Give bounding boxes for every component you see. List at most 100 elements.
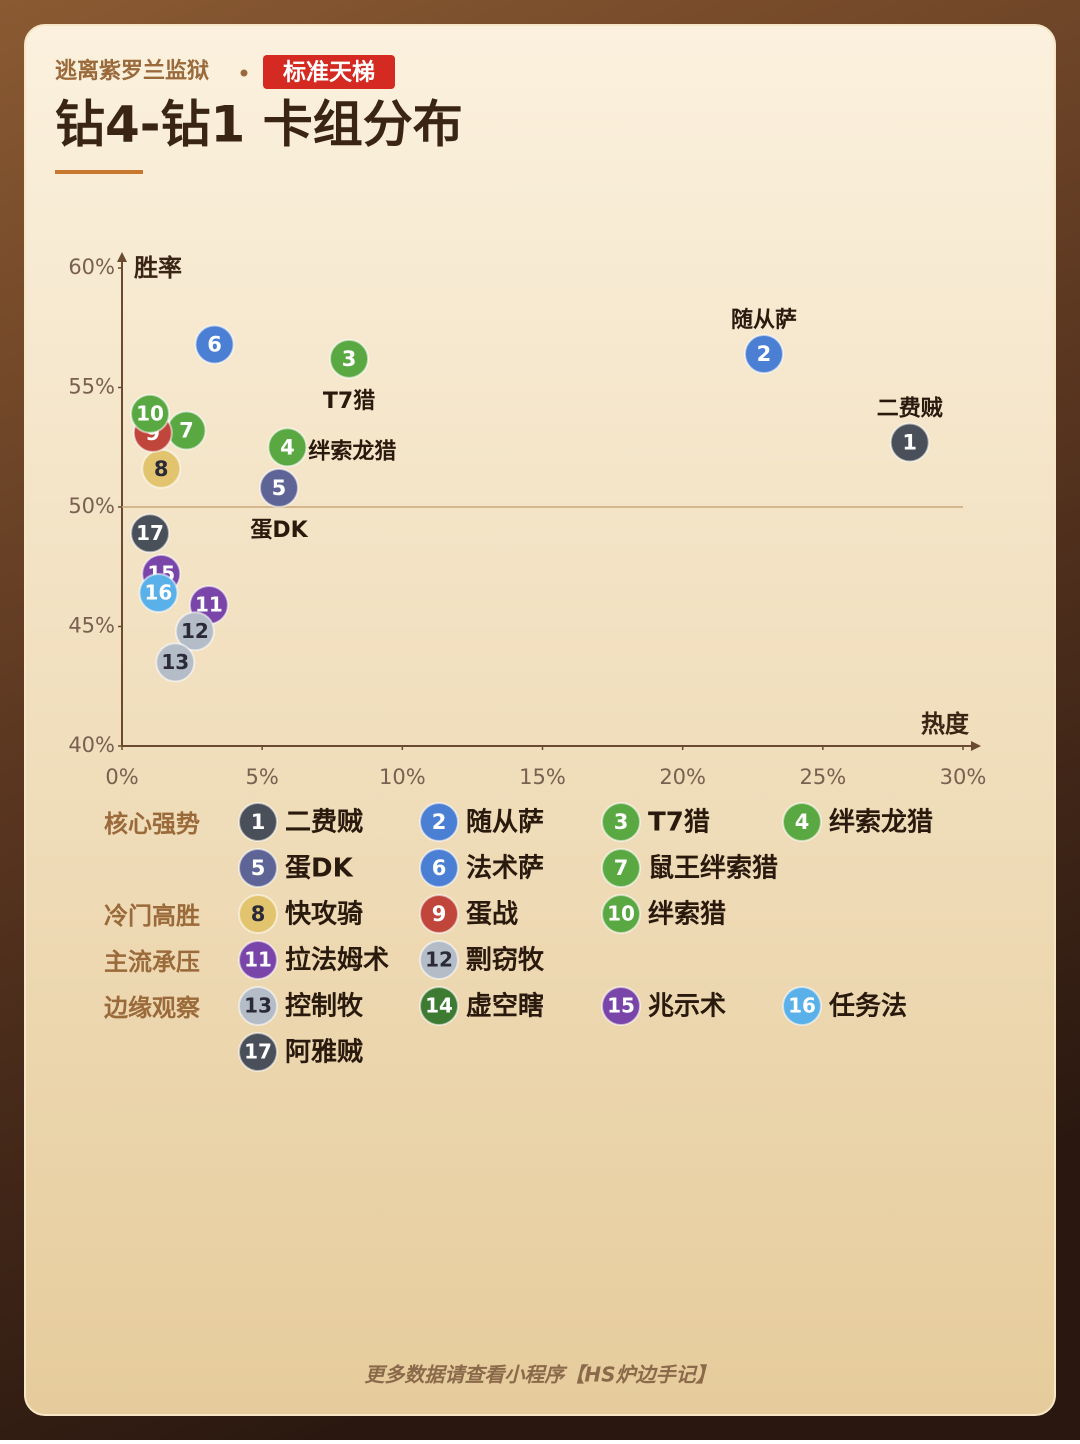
- legend-marker-number: 9: [432, 902, 447, 926]
- scatter-point: [155, 642, 196, 683]
- footer: 更多数据请查看小程序【HS炉边手记】: [364, 1363, 715, 1387]
- legend-marker-number: 4: [795, 810, 810, 834]
- legend-label: 法术萨: [466, 854, 544, 884]
- legend-marker: [419, 986, 459, 1026]
- scatter-point-number: 10: [136, 401, 164, 425]
- legend-marker-number: 8: [251, 902, 266, 926]
- point-callout: 二费贼: [877, 396, 943, 421]
- scatter-point: [174, 611, 215, 652]
- legend-group: 冷门高胜: [104, 902, 200, 930]
- title-underline: [55, 170, 143, 174]
- x-tick-label: 25%: [799, 765, 846, 789]
- legend-group: 主流承压: [104, 948, 200, 976]
- x-axis-label: 热度: [921, 710, 970, 738]
- legend-marker: [419, 940, 459, 980]
- scatter-point: [889, 422, 930, 463]
- legend-marker: [601, 802, 641, 842]
- legend-label: 任务法: [828, 992, 907, 1022]
- legend-marker: [601, 986, 641, 1026]
- point-callout: 绊索龙猎: [308, 438, 396, 464]
- y-axis-label: 胜率: [134, 254, 182, 282]
- legend-marker: [238, 894, 278, 934]
- x-tick-label: 15%: [519, 765, 566, 789]
- scatter-point: [267, 427, 308, 468]
- scatter-point-number: 5: [272, 476, 287, 500]
- scatter-point-number: 8: [154, 457, 169, 481]
- mode-badge: [263, 55, 395, 89]
- legend-label: 二费贼: [285, 808, 363, 838]
- legend-marker-number: 12: [425, 948, 453, 972]
- legend-label: 蛋战: [466, 900, 518, 930]
- scatter-point-number: 13: [161, 650, 189, 674]
- y-tick-label: 55%: [68, 375, 115, 399]
- legend-label: 阿雅贼: [285, 1038, 363, 1068]
- legend-marker-number: 15: [607, 994, 635, 1018]
- scatter-point-number: 2: [757, 342, 772, 366]
- scatter-point-number: 17: [136, 521, 164, 545]
- page-title: 钻4-钻1 卡组分布: [55, 96, 463, 154]
- separator-dot: [240, 69, 248, 77]
- scatter-point-number: 7: [179, 419, 194, 443]
- legend-marker: [238, 940, 278, 980]
- scatter-point: [743, 334, 784, 375]
- legend-marker: [419, 848, 459, 888]
- legend-marker-number: 13: [244, 994, 272, 1018]
- legend-marker-number: 6: [432, 856, 447, 880]
- x-tick-label: 0%: [105, 765, 138, 789]
- legend-marker-number: 11: [244, 948, 272, 972]
- scatter-point-number: 16: [145, 581, 173, 605]
- legend-marker: [601, 848, 641, 888]
- legend-label: 绊索猎: [648, 899, 726, 930]
- scatter-point: [194, 324, 235, 365]
- legend-label: 兆示术: [648, 992, 726, 1022]
- x-tick-label: 10%: [379, 765, 426, 789]
- scatter-point: [329, 338, 370, 379]
- scatter-point-number: 1: [902, 430, 917, 454]
- legend-label: 拉法姆术: [285, 945, 389, 976]
- legend-label: 鼠王绊索猎: [648, 853, 778, 884]
- x-tick-label: 5%: [246, 765, 279, 789]
- scatter-point-number: 12: [181, 619, 209, 643]
- scatter-point-number: 6: [207, 332, 222, 356]
- legend-marker-number: 2: [432, 810, 447, 834]
- game-name: 逃离紫罗兰监狱: [55, 58, 209, 84]
- legend-marker-number: 16: [788, 994, 816, 1018]
- point-callout: 随从萨: [731, 307, 797, 333]
- scatter-point-number: 4: [280, 435, 295, 459]
- legend-marker: [238, 802, 278, 842]
- scatter-point: [130, 513, 171, 554]
- legend-label: 快攻骑: [285, 900, 363, 930]
- legend-marker-number: 5: [251, 856, 266, 880]
- legend-marker: [419, 802, 459, 842]
- legend-label: T7猎: [648, 808, 710, 838]
- legend-marker-number: 10: [607, 902, 635, 926]
- mode-text: 标准天梯: [283, 59, 375, 86]
- x-tick-label: 30%: [940, 765, 987, 789]
- legend-marker-number: 7: [614, 856, 629, 880]
- legend-label: 绊索龙猎: [829, 807, 933, 838]
- legend-marker-number: 14: [425, 994, 453, 1018]
- point-callout: 蛋DK: [250, 518, 308, 543]
- scatter-point: [138, 573, 179, 614]
- legend-label: 虚空瞎: [466, 991, 544, 1022]
- legend-group: 核心强势: [104, 810, 200, 838]
- scatter-point-number: 3: [342, 347, 357, 371]
- y-axis-arrow: [117, 252, 127, 262]
- legend-marker-number: 3: [614, 810, 629, 834]
- legend-marker-number: 1: [251, 810, 266, 834]
- legend-group: 边缘观察: [104, 994, 201, 1022]
- y-tick-label: 50%: [68, 494, 115, 518]
- legend-marker: [238, 848, 278, 888]
- y-tick-label: 60%: [68, 255, 115, 279]
- scatter-point: [258, 467, 299, 508]
- legend-marker: [601, 894, 641, 934]
- x-axis-arrow: [971, 741, 981, 751]
- legend-label: 剽窃牧: [466, 945, 545, 976]
- legend-label: 随从萨: [466, 807, 544, 838]
- legend-marker: [782, 802, 822, 842]
- legend-label: 控制牧: [285, 992, 364, 1022]
- legend-marker: [419, 894, 459, 934]
- legend-marker: [782, 986, 822, 1026]
- card: [24, 24, 1056, 1416]
